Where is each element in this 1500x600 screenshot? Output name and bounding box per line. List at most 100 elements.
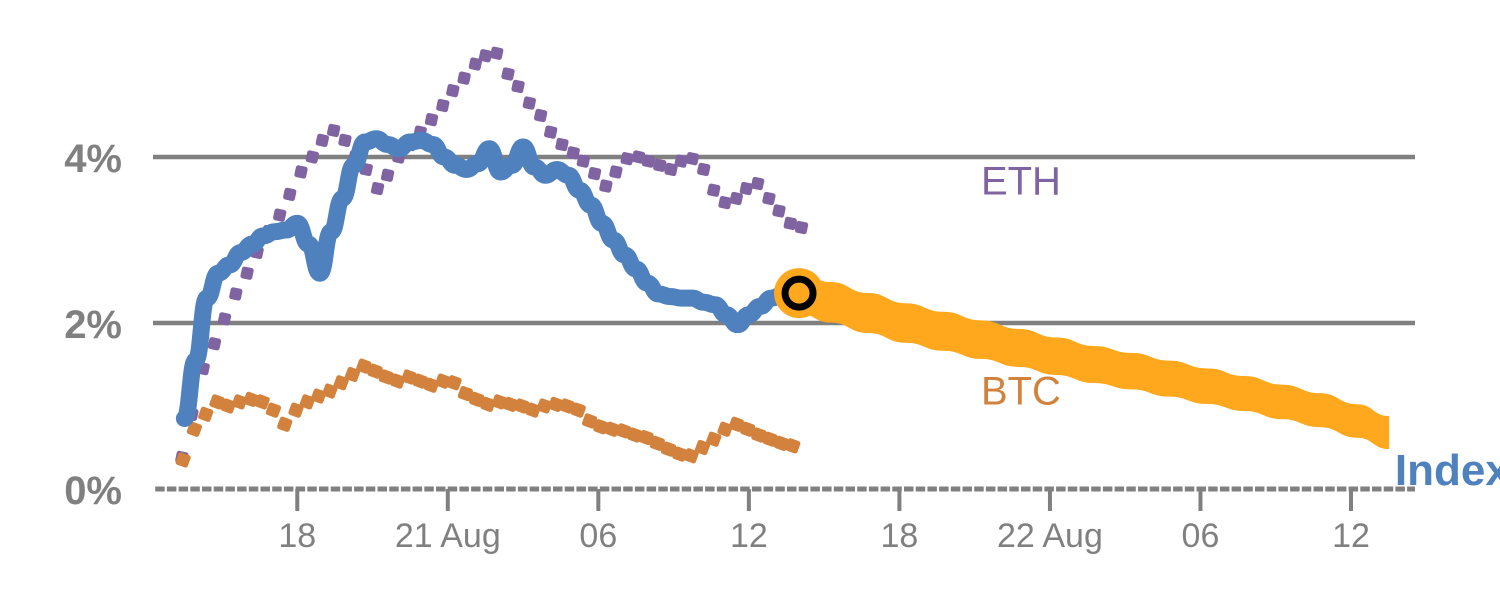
eth-data-dot (478, 49, 493, 63)
eth-data-dot (370, 181, 385, 196)
x-tick-label-3: 12 (730, 517, 768, 555)
eth-data-dot (305, 150, 319, 164)
btc-data-dot (220, 398, 236, 414)
eth-data-dot (664, 162, 678, 177)
eth-data-dot (326, 123, 341, 138)
x-tick-labels-group: 18 21 Aug 06 12 18 22 Aug 06 12 (278, 517, 1370, 555)
btc-data-dot (378, 369, 394, 385)
marker-ring-icon[interactable] (781, 275, 817, 311)
eth-data-dot (315, 133, 330, 148)
transition-marker[interactable] (774, 268, 825, 319)
eth-data-dot (457, 71, 471, 85)
btc-data-dot (175, 452, 191, 468)
eth-data-dot (273, 208, 287, 222)
btc-data-dot (570, 402, 586, 418)
btc-data-dot (469, 391, 485, 407)
btc-data-dot (186, 421, 203, 437)
eth-data-dot (587, 166, 602, 181)
btc-data-dot (423, 377, 440, 393)
eth-data-dot (707, 183, 721, 197)
eth-data-dot (501, 67, 515, 81)
eth-data-dot (729, 191, 743, 206)
x-tick-label-6: 06 (1182, 517, 1220, 555)
btc-data-dot (344, 366, 361, 383)
eth-data-dot (762, 191, 776, 206)
eth-data-dot (217, 312, 232, 326)
eth-data-dot (685, 152, 700, 166)
y-tick-labels-group: 0% 2% 4% (64, 137, 122, 513)
btc-data-dot (254, 394, 270, 410)
btc-data-dot (480, 396, 496, 412)
eth-data-dot (641, 154, 656, 168)
btc-data-dot (717, 421, 733, 437)
btc-data-dot (638, 429, 654, 446)
eth-data-dot (229, 287, 243, 301)
eth-data-dot (511, 79, 525, 94)
eth-data-dot (697, 162, 711, 177)
btc-data-dot (739, 421, 756, 437)
eth-data-dot (576, 154, 590, 168)
eth-data-dot (620, 152, 634, 166)
btc-data-dot (356, 358, 372, 374)
eth-data-dot (207, 337, 222, 351)
series-forecast-band (798, 272, 1390, 450)
eth-data-dot (794, 220, 809, 235)
eth-data-dot (544, 125, 558, 139)
annotation-btc: BTC (981, 369, 1061, 413)
btc-data-dot (525, 402, 541, 418)
btc-data-dot (728, 416, 744, 432)
btc-data-dot (649, 435, 665, 451)
eth-data-dot (338, 133, 352, 148)
btc-data-dot (288, 402, 304, 418)
btc-data-dot (593, 419, 609, 435)
eth-data-dot (653, 158, 667, 172)
x-tick-label-1: 21 Aug (395, 517, 501, 555)
btc-data-dot (198, 406, 214, 422)
eth-data-dot (240, 266, 254, 280)
series-btc-dotted-line (175, 358, 801, 468)
btc-data-dot (209, 394, 225, 410)
btc-data-dot (389, 373, 406, 389)
btc-data-dot (536, 398, 553, 414)
btc-data-dot (559, 398, 575, 414)
btc-data-dot (694, 439, 711, 456)
eth-data-dot (446, 83, 460, 98)
annotation-index: Index (1395, 446, 1500, 495)
series-annotations-group: ETH BTC Index (981, 159, 1500, 495)
x-tick-label-5: 22 Aug (997, 517, 1103, 555)
eth-data-dot (750, 176, 765, 191)
eth-data-dot (555, 137, 569, 152)
btc-data-dot (367, 363, 383, 379)
y-tick-label-2: 4% (64, 137, 122, 181)
btc-data-dot (277, 416, 293, 432)
annotation-eth: ETH (981, 159, 1061, 203)
btc-data-dot (751, 427, 767, 443)
x-tick-label-7: 12 (1332, 517, 1370, 555)
eth-data-dot (283, 187, 297, 202)
btc-data-dot (773, 435, 790, 451)
btc-data-dot (412, 373, 428, 389)
btc-data-dot (446, 375, 462, 391)
btc-data-dot (627, 427, 643, 443)
btc-data-dot (706, 431, 722, 447)
index-line-path (175, 130, 808, 427)
btc-data-dot (333, 375, 349, 391)
x-tick-label-0: 18 (278, 517, 316, 555)
eth-data-dot (631, 150, 646, 164)
eth-data-dot (424, 112, 439, 127)
x-tick-label-2: 06 (579, 517, 617, 555)
eth-data-dot (566, 146, 580, 160)
btc-data-dot (683, 448, 699, 464)
btc-data-dot (615, 423, 632, 439)
forecast-band-path (798, 272, 1390, 450)
x-axis-group (153, 486, 1415, 511)
btc-data-dot (310, 388, 327, 404)
btc-data-dot (243, 391, 259, 407)
eth-data-dot (490, 46, 504, 60)
eth-data-dot (739, 181, 754, 196)
btc-data-dot (457, 385, 473, 402)
btc-data-dot (514, 398, 530, 414)
eth-data-dot (772, 204, 786, 218)
btc-data-dot (491, 394, 507, 410)
